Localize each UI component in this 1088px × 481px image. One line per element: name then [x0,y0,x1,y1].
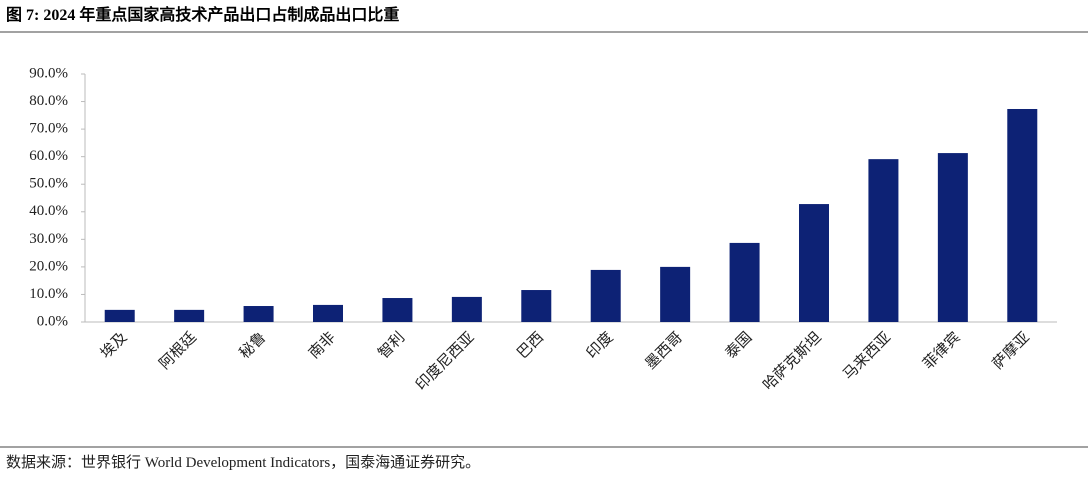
x-tick-label: 智利 [374,328,408,362]
x-tick-label: 泰国 [722,329,755,362]
bar [1007,108,1038,323]
bar [243,306,274,322]
x-tick-label: 马来西亚 [840,329,894,383]
bar [451,296,482,322]
y-tick-label: 60.0% [29,148,68,164]
y-tick-label: 90.0% [29,65,68,81]
y-tick-label: 30.0% [29,231,68,247]
bar [660,266,691,322]
x-tick-label: 巴西 [515,330,548,363]
bar [313,304,343,322]
x-tick-label: 南非 [306,329,339,362]
x-tick-label: 萨摩亚 [989,328,1034,373]
x-tick-label: 秘鲁 [236,329,269,362]
bar [868,159,899,322]
y-tick-label: 50.0% [29,176,68,192]
y-tick-label: 70.0% [29,121,68,137]
bar [799,204,829,322]
y-tick-label: 20.0% [29,258,68,274]
y-tick-label: 0.0% [37,313,68,329]
bar [174,309,205,322]
bar [382,298,413,322]
x-tick-label: 印度 [583,329,616,362]
y-tick-label: 80.0% [29,93,68,109]
bar [729,242,760,322]
x-tick-label: 菲律宾 [920,329,964,373]
x-tick-label: 墨西哥 [643,330,686,373]
bar [521,290,552,322]
y-tick-label: 40.0% [29,203,68,219]
source-note: 数据来源：世界银行 World Development Indicators，国… [6,454,480,471]
y-tick-label: 10.0% [29,286,68,302]
bar [937,153,968,322]
bar [590,269,621,322]
x-tick-label: 阿根廷 [156,329,200,373]
x-tick-label: 埃及 [97,329,130,362]
chart-title: 图 7: 2024 年重点国家高技术产品出口占制成品出口比重 [6,5,399,24]
bar [104,309,135,322]
x-tick-label: 印度尼西亚 [413,329,478,394]
x-tick-label: 哈萨克斯坦 [760,329,825,394]
